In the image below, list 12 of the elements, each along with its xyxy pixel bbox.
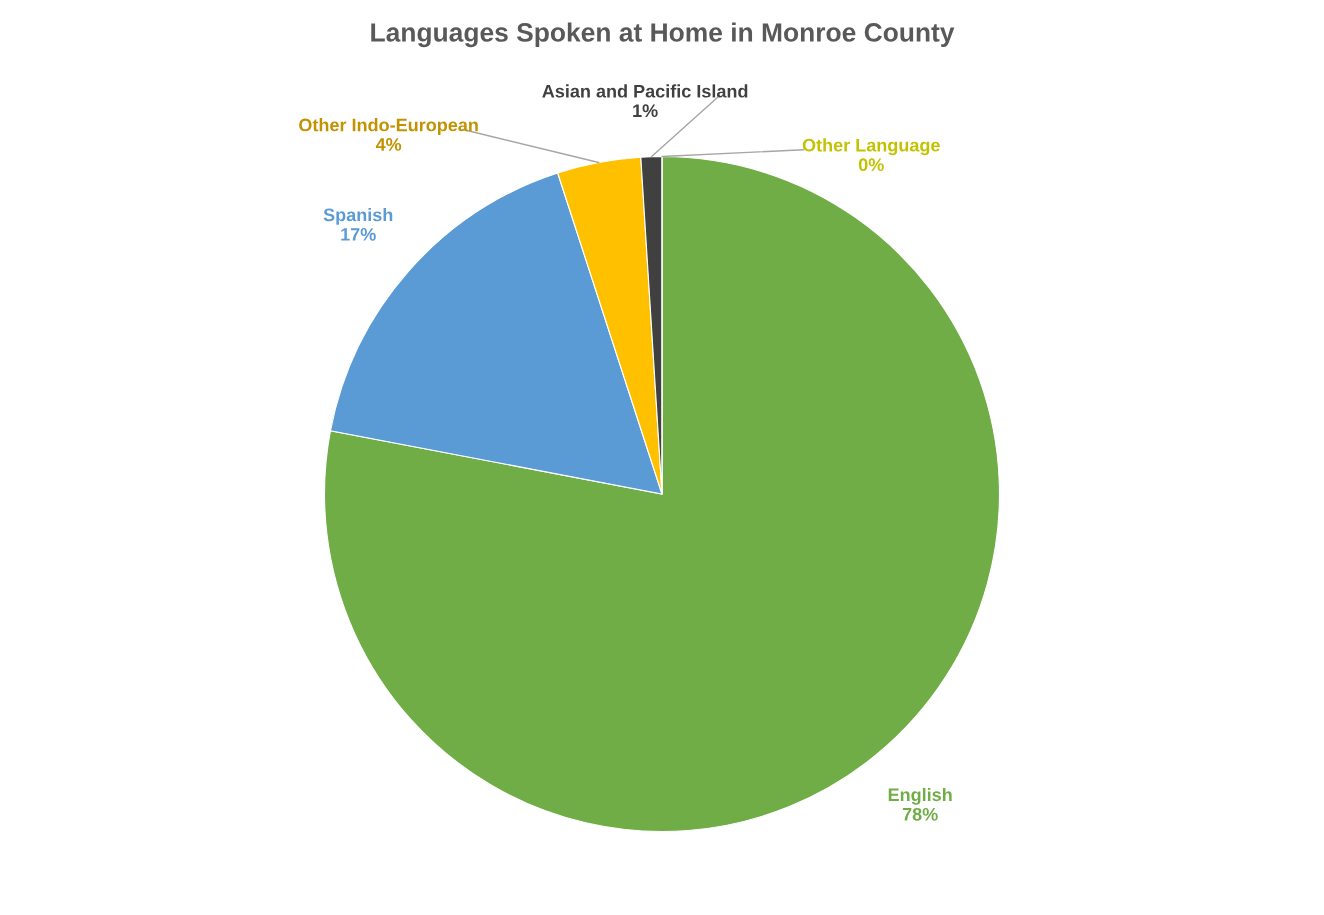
chart-title: Languages Spoken at Home in Monroe County	[371, 22, 955, 48]
pie-slice	[323, 155, 1001, 833]
text: 0%	[858, 158, 884, 172]
data-label: 17%	[341, 228, 376, 241]
data-label: 78%	[902, 807, 938, 821]
slice-label: Spanish	[323, 208, 393, 225]
category-label: Other Language	[802, 138, 940, 156]
data-label: 1%	[633, 104, 658, 118]
data-label: 4%	[375, 138, 402, 151]
slice-label: English	[888, 787, 952, 805]
slice-label: Other Indo-European	[299, 118, 478, 135]
slice-label: Asian and Pacific Island	[542, 84, 748, 98]
